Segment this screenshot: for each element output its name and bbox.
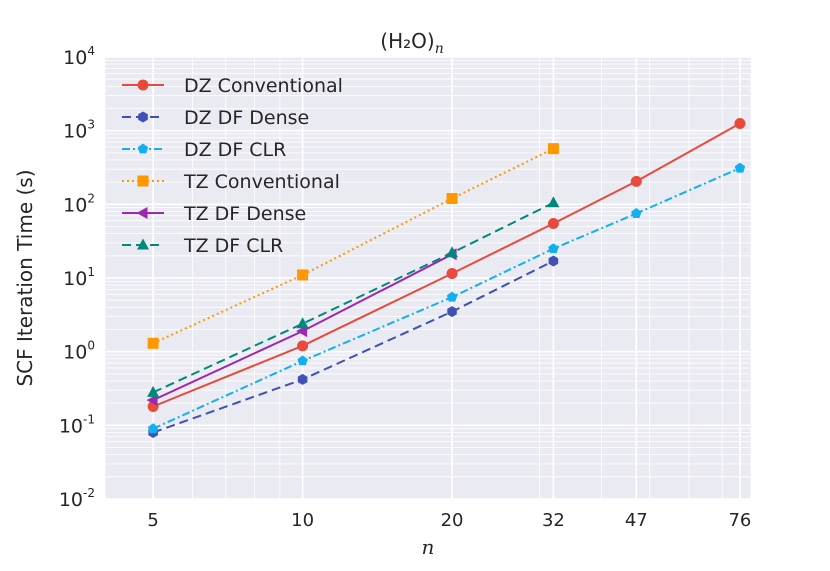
chart-title: (H₂O)n	[380, 29, 443, 57]
series-line-tz-df-clr	[152, 201, 554, 394]
y-axis-label: SCF Iteration Time (s)	[13, 169, 37, 386]
data-point-dz-conventional	[734, 118, 746, 130]
legend-label: DZ Conventional	[184, 75, 343, 97]
x-tick-label: 47	[625, 510, 648, 531]
data-point-dz-df-clr	[631, 208, 642, 218]
x-tick-label: 32	[542, 510, 565, 531]
series-line-dz-df-dense	[152, 260, 554, 434]
x-tick-labels: 5 10 20 32 47 76	[147, 510, 751, 531]
data-point-dz-df-clr	[548, 243, 559, 254]
legend-marker	[137, 79, 149, 91]
data-point-dz-conventional	[630, 175, 642, 187]
data-point-tz-conventional	[446, 193, 458, 205]
y-tick-label: 103	[63, 118, 95, 143]
x-tick-label: 10	[291, 510, 314, 531]
y-tick-label: 100	[63, 339, 95, 364]
y-tick-label: 104	[63, 44, 95, 69]
y-tick-label: 10-1	[59, 412, 95, 437]
data-point-tz-conventional	[297, 269, 309, 281]
x-tick-label: 20	[441, 510, 464, 531]
data-point-tz-conventional	[147, 337, 159, 349]
legend-entry-dz-df-dense: DZ DF Dense	[122, 107, 309, 129]
data-point-dz-df-dense	[297, 373, 308, 385]
data-point-dz-df-dense	[447, 306, 457, 318]
legend-label: TZ Conventional	[183, 171, 340, 193]
data-point-tz-conventional	[547, 143, 559, 155]
legend-entry-tz-conventional: TZ Conventional	[122, 171, 340, 193]
legend-marker	[137, 175, 149, 187]
series-line-dz-conventional	[152, 122, 741, 408]
y-tick-label: 101	[63, 265, 95, 290]
series-tz-df-clr	[147, 196, 560, 397]
legend-label: TZ DF CLR	[183, 235, 283, 257]
legend-marker	[137, 143, 149, 154]
data-point-dz-conventional	[547, 217, 559, 229]
legend-entry-dz-df-clr: DZ DF CLR	[122, 139, 286, 161]
legend-label: DZ DF CLR	[184, 139, 286, 161]
data-point-dz-conventional	[446, 268, 458, 280]
y-tick-label: 10-2	[59, 486, 95, 511]
legend-marker	[137, 238, 149, 250]
legend-entry-dz-conventional: DZ Conventional	[122, 75, 343, 97]
legend: DZ Conventional DZ DF Dense DZ DF CLR TZ Co…	[122, 75, 343, 257]
y-tick-label: 102	[63, 191, 95, 216]
x-axis-label: n	[422, 535, 435, 559]
legend-label: TZ DF Dense	[183, 203, 306, 225]
legend-marker	[136, 207, 148, 219]
data-point-tz-df-clr	[547, 196, 560, 208]
data-point-tz-df-clr	[147, 385, 160, 397]
x-tick-label: 76	[728, 510, 751, 531]
data-point-dz-df-clr	[446, 291, 458, 302]
data-point-tz-df-dense	[146, 394, 158, 407]
data-point-dz-conventional	[297, 340, 309, 352]
data-point-dz-df-dense	[548, 255, 559, 267]
series-tz-conventional	[147, 143, 559, 349]
data-point-dz-df-clr	[147, 423, 159, 434]
series-line-dz-df-clr	[152, 167, 741, 430]
legend-entry-tz-df-clr: TZ DF CLR	[122, 235, 283, 257]
series-dz-df-clr	[147, 162, 746, 434]
data-point-tz-df-clr	[446, 246, 459, 258]
series-layer	[146, 118, 746, 438]
y-tick-labels: 10-2 10-1 100 101 102 103 104	[59, 44, 95, 511]
x-tick-label: 5	[147, 510, 158, 531]
data-point-dz-df-clr	[734, 162, 746, 173]
data-point-tz-df-clr	[296, 317, 309, 329]
legend-label: DZ DF Dense	[184, 107, 309, 129]
legend-marker	[138, 111, 148, 123]
legend-entry-tz-df-dense: TZ DF Dense	[122, 203, 306, 225]
data-point-dz-df-clr	[297, 355, 308, 366]
series-dz-conventional	[147, 118, 746, 413]
